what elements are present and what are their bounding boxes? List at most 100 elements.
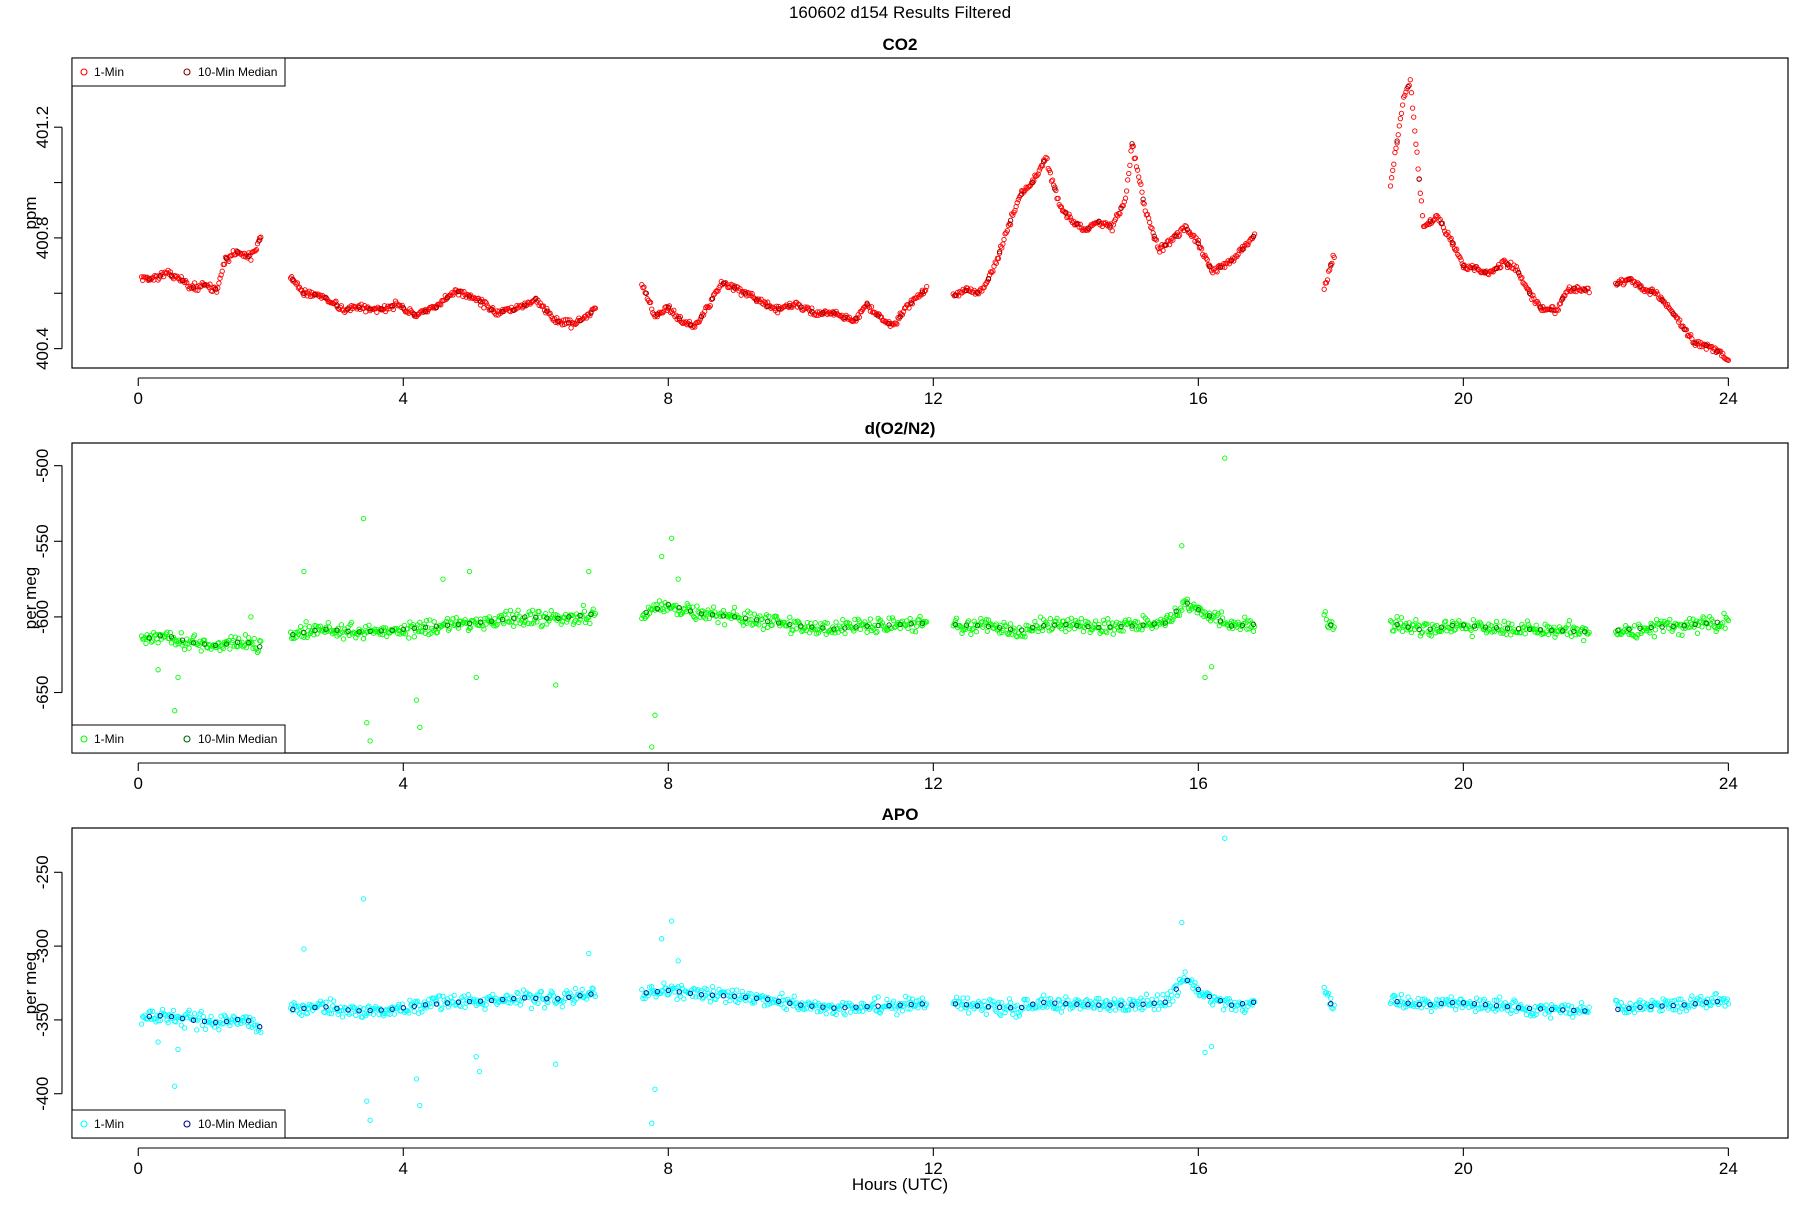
do2n2-median-point xyxy=(985,623,992,629)
do2n2-1min-point xyxy=(427,617,433,623)
do2n2-median-point xyxy=(1228,623,1235,629)
apo-1min-point xyxy=(751,1000,758,1006)
panel-co2-legend: 1-Min 10-Min Median xyxy=(71,57,286,87)
apo-1min-point xyxy=(553,1061,559,1067)
co2-1min-point xyxy=(1214,269,1220,275)
apo-1min-point xyxy=(1107,1007,1113,1014)
apo-1min-point xyxy=(779,990,785,996)
legend-median-marker xyxy=(183,68,191,76)
co2-median-point xyxy=(566,320,572,326)
do2n2-1min-point xyxy=(576,619,582,626)
co2-median-point xyxy=(157,273,163,279)
apo-1min-point xyxy=(1058,1009,1065,1015)
apo-median-point xyxy=(952,1001,959,1007)
do2n2-1min-point xyxy=(978,615,984,622)
panel-co2-points xyxy=(138,77,1732,363)
do2n2-1min-point xyxy=(1687,615,1693,622)
do2n2-median-point xyxy=(1659,624,1665,630)
do2n2-1min-point xyxy=(766,613,772,619)
do2n2-1min-point xyxy=(493,623,499,629)
do2n2-1min-point xyxy=(1443,618,1449,624)
co2-median-point xyxy=(168,272,175,278)
co2-1min-point xyxy=(641,284,647,290)
do2n2-1min-point xyxy=(317,623,324,629)
do2n2-1min-point xyxy=(301,568,307,575)
do2n2-1min-point xyxy=(1327,618,1333,625)
apo-median-point xyxy=(1482,1002,1489,1008)
co2-1min-point xyxy=(564,320,570,326)
co2-1min-point xyxy=(1122,195,1129,201)
co2-1min-point xyxy=(1396,123,1402,129)
co2-median-point xyxy=(1118,205,1124,212)
do2n2-1min-point xyxy=(1697,618,1703,624)
co2-median-point xyxy=(588,310,594,316)
co2-median-point xyxy=(378,305,384,312)
do2n2-1min-point xyxy=(824,620,830,626)
panel-do2n2-legend: 1-Min 10-Min Median xyxy=(71,724,286,754)
co2-1min-point xyxy=(647,299,654,306)
do2n2-1min-point xyxy=(1713,628,1719,635)
co2-1min-point xyxy=(1046,167,1052,173)
do2n2-1min-point xyxy=(652,712,658,718)
co2-1min-point xyxy=(1160,247,1166,254)
apo-median-point xyxy=(1394,998,1400,1005)
do2n2-1min-point xyxy=(360,636,367,642)
apo-1min-point xyxy=(1208,1043,1215,1050)
co2-1min-point xyxy=(1557,300,1564,307)
co2-1min-point xyxy=(1198,246,1205,252)
do2n2-1min-point xyxy=(1001,619,1007,626)
do2n2-1min-point xyxy=(693,616,699,623)
do2n2-median-point xyxy=(389,627,395,633)
apo-1min-point xyxy=(859,1008,866,1014)
co2-1min-point xyxy=(1001,236,1007,243)
apo-x-tick-label: 24 xyxy=(1719,1159,1738,1178)
apo-1min-point xyxy=(965,1010,972,1016)
do2n2-y-tick-label: -550 xyxy=(33,524,52,558)
apo-1min-point xyxy=(840,999,846,1006)
apo-median-point xyxy=(544,996,550,1002)
co2-median-point xyxy=(1394,138,1400,144)
co2-x-tick-label: 4 xyxy=(399,389,408,408)
do2n2-median-point xyxy=(1427,626,1433,632)
co2-median-point xyxy=(1405,83,1411,90)
apo-1min-point xyxy=(723,999,729,1006)
apo-1min-point xyxy=(1395,995,1401,1001)
co2-1min-point xyxy=(1182,222,1188,229)
do2n2-median-point xyxy=(1030,624,1036,631)
do2n2-median-point xyxy=(1063,621,1069,628)
do2n2-1min-point xyxy=(1678,621,1684,628)
co2-x-tick-label: 20 xyxy=(1454,389,1473,408)
legend-1min-marker xyxy=(80,68,88,76)
co2-1min-point xyxy=(1141,201,1147,207)
do2n2-median-point xyxy=(257,644,263,650)
apo-1min-point xyxy=(1586,1004,1592,1010)
do2n2-median-point xyxy=(908,621,914,627)
do2n2-1min-point xyxy=(181,646,188,653)
apo-1min-point xyxy=(652,1086,658,1092)
do2n2-median-point xyxy=(488,618,495,624)
apo-1min-point xyxy=(367,1117,373,1123)
apo-1min-point xyxy=(417,1002,423,1009)
apo-median-point xyxy=(488,997,495,1004)
do2n2-1min-point xyxy=(486,614,493,620)
co2-1min-point xyxy=(211,284,218,290)
co2-1min-point xyxy=(1043,154,1049,161)
co2-1min-point xyxy=(921,288,928,295)
apo-1min-point xyxy=(483,1002,489,1008)
co2-median-point xyxy=(1449,239,1455,246)
do2n2-1min-point xyxy=(558,621,564,627)
do2n2-1min-point xyxy=(400,630,406,636)
do2n2-1min-point xyxy=(1066,626,1072,632)
co2-1min-point xyxy=(1390,167,1396,174)
co2-median-point xyxy=(544,308,550,314)
apo-1min-point xyxy=(1051,1005,1057,1011)
co2-1min-point xyxy=(1324,277,1331,283)
co2-1min-point xyxy=(571,320,578,326)
apo-1min-point xyxy=(433,998,440,1004)
co2-median-point xyxy=(1526,290,1533,296)
do2n2-1min-point xyxy=(1642,625,1649,631)
co2-1min-point xyxy=(258,234,264,240)
do2n2-1min-point xyxy=(392,626,399,632)
apo-1min-point xyxy=(1547,1015,1554,1021)
co2-1min-point xyxy=(255,238,262,244)
